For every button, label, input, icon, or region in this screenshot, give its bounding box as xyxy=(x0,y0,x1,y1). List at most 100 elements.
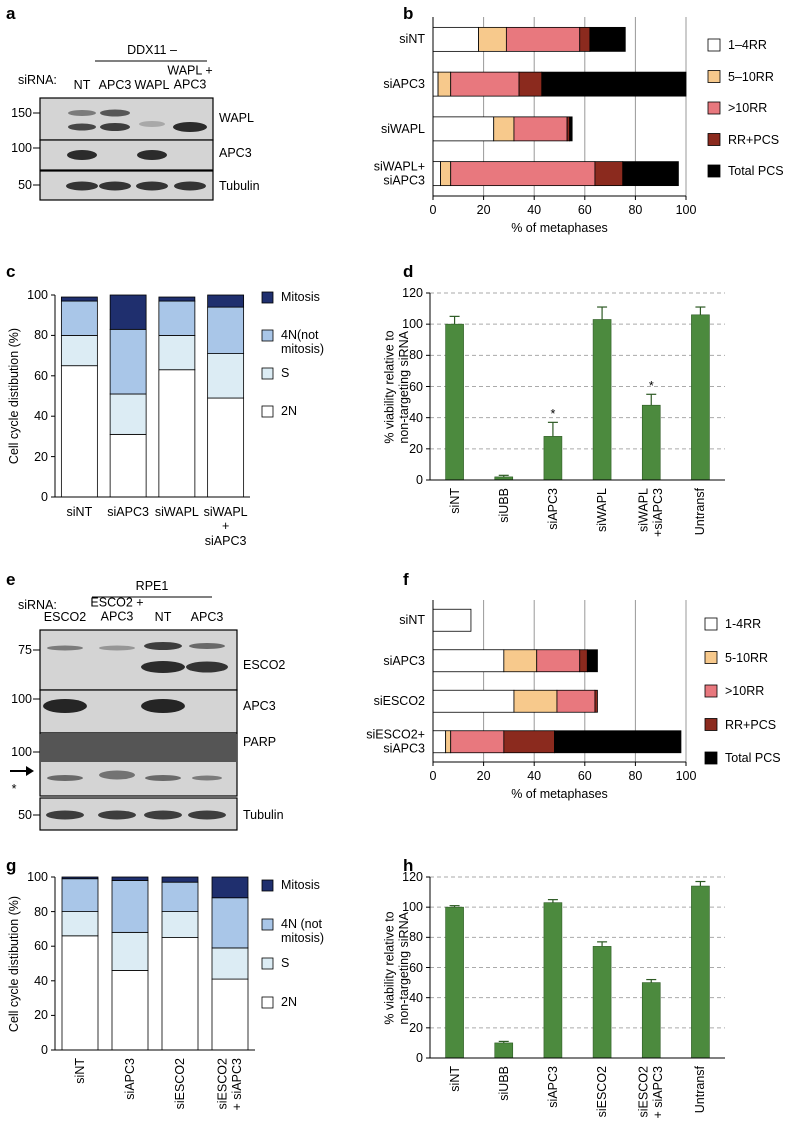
bar-segment xyxy=(111,970,149,1051)
legend-swatch xyxy=(261,996,274,1009)
y-tick-label: 100 xyxy=(402,899,423,914)
legend-swatch xyxy=(261,405,274,418)
bar-segment xyxy=(450,71,520,97)
panel-letter: d xyxy=(403,262,414,282)
y-tick-label: 100 xyxy=(27,287,48,302)
band-label: WAPL xyxy=(219,110,254,125)
band xyxy=(43,699,87,713)
legend-swatch xyxy=(261,918,274,931)
legend-swatch xyxy=(261,957,274,970)
y-tick-label: 60 xyxy=(409,379,423,394)
legend-swatch xyxy=(704,651,718,664)
band xyxy=(46,810,84,820)
bar xyxy=(445,906,464,1059)
bar-segment xyxy=(111,876,149,881)
lane-label: ESCO2 + APC3 xyxy=(90,595,144,624)
y-tick-label: 60 xyxy=(34,368,48,383)
category-label: siUBB xyxy=(496,488,511,523)
bar-segment xyxy=(622,161,679,187)
category-label: siWAPL + siAPC3 xyxy=(203,505,248,548)
size-marker: 50 xyxy=(18,807,32,822)
bar-segment xyxy=(61,876,99,880)
legend-label: >10RR xyxy=(725,683,765,698)
category-label: siAPC3 xyxy=(545,1066,560,1108)
band xyxy=(99,770,135,780)
y-tick-label: 60 xyxy=(34,939,48,953)
x-tick-label: 80 xyxy=(628,202,643,217)
y-axis-label: % viability relative to non-targeting si… xyxy=(382,910,411,1025)
category-label: siAPC3 xyxy=(122,1058,137,1100)
legend-label: 1-4RR xyxy=(725,616,762,631)
bar-segment xyxy=(61,911,99,937)
category-label: siUBB xyxy=(496,1066,511,1101)
panel-letter: f xyxy=(403,570,409,590)
legend-label: Mitosis xyxy=(281,290,320,304)
y-tick-label: 120 xyxy=(402,869,423,884)
bar-segment xyxy=(60,334,98,367)
band xyxy=(145,775,181,781)
bar-segment xyxy=(445,730,452,754)
y-tick-label: 40 xyxy=(34,973,48,988)
legend-label: 5–10RR xyxy=(728,69,774,84)
x-tick-label: 20 xyxy=(476,768,491,783)
panel-letter: a xyxy=(6,4,16,24)
legend-swatch xyxy=(707,101,721,115)
x-tick-label: 20 xyxy=(476,202,491,217)
bar xyxy=(543,902,563,1059)
bar-segment xyxy=(589,26,626,52)
bar-segment xyxy=(111,880,149,933)
y-tick-label: 20 xyxy=(409,1020,423,1035)
y-axis-label: Cell cycle distibution (%) xyxy=(6,895,21,1032)
legend-label: 4N(not mitosis) xyxy=(281,328,325,357)
bar-segment xyxy=(518,71,543,97)
bar-segment xyxy=(579,26,591,52)
size-marker: 100 xyxy=(11,691,32,706)
band xyxy=(139,121,165,127)
bar-segment xyxy=(109,328,147,395)
category-label: siAPC3 xyxy=(545,488,560,530)
y-tick-label: 120 xyxy=(402,285,423,300)
bar-segment xyxy=(493,116,515,142)
blot-box xyxy=(39,629,238,691)
panel-letter: b xyxy=(403,4,414,24)
category-label: siAPC3 xyxy=(107,505,149,519)
category-label: siESCO2+ siAPC3 xyxy=(366,727,425,756)
x-axis-label: % of metaphases xyxy=(511,220,608,235)
category-label: siWAPL xyxy=(381,121,425,136)
band xyxy=(137,150,167,160)
lane-label: NT xyxy=(154,609,172,624)
legend-label: Mitosis xyxy=(281,878,320,892)
bar-segment xyxy=(60,300,98,336)
bar-segment xyxy=(513,116,568,142)
bar-segment xyxy=(158,300,196,336)
category-label: siESCO2 xyxy=(594,1066,609,1118)
bar-segment xyxy=(61,935,99,1051)
x-tick-label: 60 xyxy=(577,202,592,217)
x-tick-label: 80 xyxy=(628,768,643,783)
y-tick-label: 60 xyxy=(409,960,423,975)
category-label: siESCO2 + siAPC3 xyxy=(215,1058,244,1111)
bar-segment xyxy=(158,334,196,371)
band xyxy=(192,775,222,781)
bar xyxy=(592,319,612,481)
bar-segment xyxy=(432,689,515,713)
category-label: siWAPL xyxy=(154,505,199,519)
bar-segment xyxy=(158,369,196,498)
panel-letter: h xyxy=(403,856,414,876)
band xyxy=(100,109,130,117)
band xyxy=(67,150,97,160)
bar-segment xyxy=(109,433,147,498)
band xyxy=(98,810,136,820)
band-label: APC3 xyxy=(219,145,252,160)
bar-segment xyxy=(207,353,245,399)
band xyxy=(68,110,96,116)
bar-segment xyxy=(432,649,505,673)
y-tick-label: 80 xyxy=(34,904,48,919)
bar-segment xyxy=(61,878,99,912)
row-label: siRNA: xyxy=(18,597,57,612)
size-marker: 50 xyxy=(18,177,32,192)
y-axis-label: Cell cycle distibution (%) xyxy=(6,327,21,465)
y-tick-label: 40 xyxy=(409,990,423,1005)
legend-label: S xyxy=(281,366,290,380)
legend-swatch xyxy=(704,684,718,698)
